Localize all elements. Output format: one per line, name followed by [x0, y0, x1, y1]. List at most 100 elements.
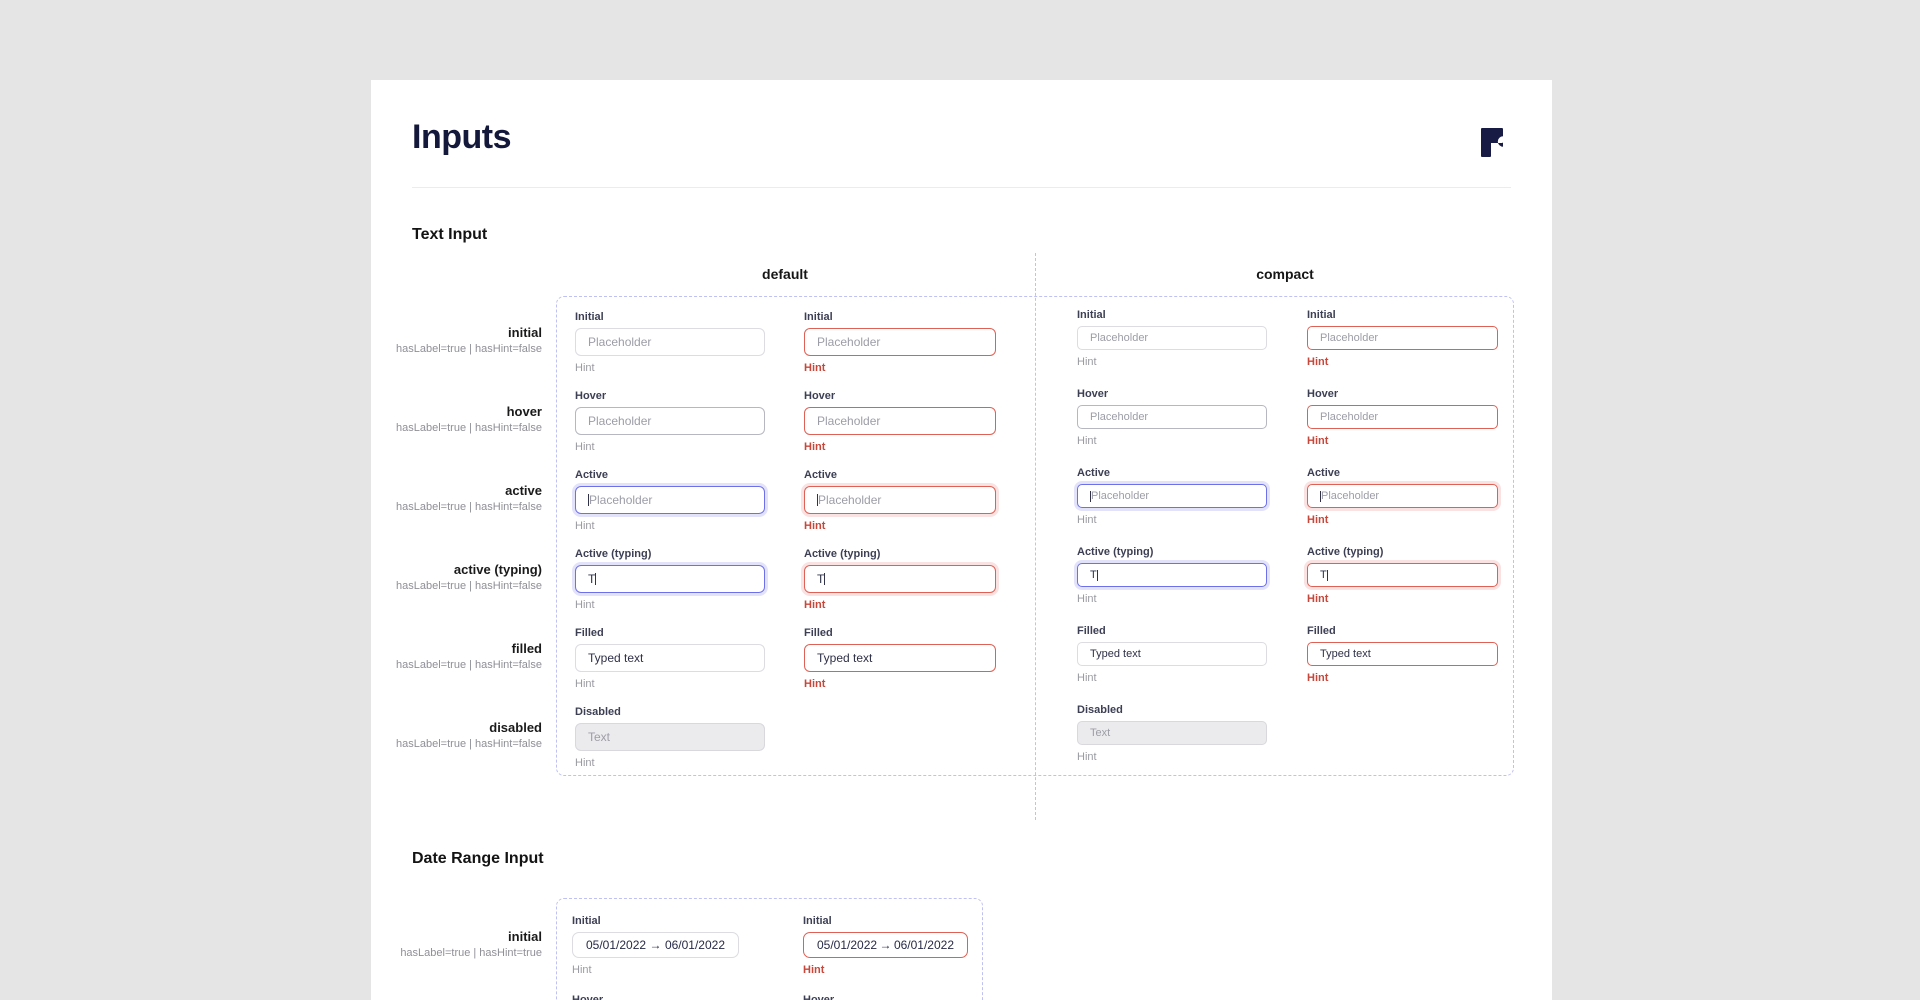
text-input-cell-hover-compact: Hover Placeholder Hint — [1077, 388, 1267, 447]
text-input-cell-initial-compact-error: Initial Placeholder Hint — [1307, 309, 1498, 368]
date-range-input-initial-error[interactable]: 05/01/2022 → 06/01/2022 — [803, 932, 968, 958]
input-hint: Hint — [1077, 672, 1097, 684]
input-label: Initial — [572, 915, 601, 927]
text-input-input-active-default[interactable]: Placeholder — [575, 486, 765, 514]
text-input-input-initial-compact-error[interactable]: Placeholder — [1307, 326, 1498, 350]
input-label: Active (typing) — [1307, 546, 1384, 558]
start-date-value: 05/01/2022 — [817, 938, 878, 952]
text-input-input-disabled-default[interactable]: Text — [575, 723, 765, 751]
text-input-input-typing-default-error[interactable]: T — [804, 565, 996, 593]
text-input-input-filled-compact-error[interactable]: Typed text — [1307, 642, 1498, 666]
text-input-cell-filled-default: Filled Typed text Hint — [575, 627, 765, 690]
text-input-input-initial-default-error[interactable]: Placeholder — [804, 328, 996, 356]
text-input-input-filled-compact[interactable]: Typed text — [1077, 642, 1267, 666]
start-date-value: 05/01/2022 — [586, 938, 647, 952]
input-hint-error: Hint — [1307, 672, 1329, 684]
input-label: Filled — [1307, 625, 1336, 637]
text-input-input-disabled-compact[interactable]: Text — [1077, 721, 1267, 745]
input-hint: Hint — [575, 678, 595, 690]
text-input-input-active-compact-error[interactable]: Placeholder — [1307, 484, 1498, 508]
input-hint: Hint — [575, 757, 595, 769]
column-separator-dashed-line — [1035, 253, 1036, 820]
input-hint: Hint — [1077, 593, 1097, 605]
placeholder-text: Placeholder — [1091, 490, 1150, 502]
row-label-props: hasLabel=true | hasHint=false — [396, 422, 542, 434]
text-input-input-hover-default[interactable]: Placeholder — [575, 407, 765, 435]
row-label-initial: initial hasLabel=true | hasHint=false — [371, 325, 542, 355]
typed-text: T — [588, 572, 596, 586]
text-input-input-hover-default-error[interactable]: Placeholder — [804, 407, 996, 435]
column-header-compact: compact — [1256, 266, 1314, 282]
text-input-input-filled-default-error[interactable]: Typed text — [804, 644, 996, 672]
text-input-cell-initial-compact: Initial Placeholder Hint — [1077, 309, 1267, 368]
date-range-input-initial[interactable]: 05/01/2022 → 06/01/2022 — [572, 932, 739, 958]
input-hint: Hint — [575, 520, 595, 532]
text-input-cell-filled-default-error: Filled Typed text Hint — [804, 627, 996, 690]
text-input-cell-initial-default: Initial Placeholder Hint — [575, 311, 765, 374]
row-label-typing: active (typing) hasLabel=true | hasHint=f… — [371, 562, 542, 592]
input-label: Filled — [1077, 625, 1106, 637]
typed-text: T — [1320, 569, 1327, 581]
text-caret — [1326, 569, 1328, 581]
input-label: Initial — [804, 311, 833, 323]
input-hint-error: Hint — [1307, 356, 1329, 368]
placeholder-text: Placeholder — [588, 335, 652, 349]
text-input-cell-hover-compact-error: Hover Placeholder Hint — [1307, 388, 1498, 447]
typed-text: Typed text — [1090, 648, 1141, 660]
text-input-cell-active-compact: Active Placeholder Hint — [1077, 467, 1267, 526]
text-input-cell-filled-compact: Filled Typed text Hint — [1077, 625, 1267, 684]
input-label: Active (typing) — [804, 548, 881, 560]
text-input-input-active-compact[interactable]: Placeholder — [1077, 484, 1267, 508]
typed-text: T — [1090, 569, 1097, 581]
input-hint-error: Hint — [1307, 435, 1329, 447]
text-input-input-hover-compact-error[interactable]: Placeholder — [1307, 405, 1498, 429]
typed-text: Typed text — [1320, 648, 1371, 660]
input-label: Hover — [575, 390, 607, 402]
input-label: Active — [804, 469, 838, 481]
row-label-disabled: disabled hasLabel=true | hasHint=false — [371, 720, 542, 750]
text-input-cell-active-compact-error: Active Placeholder Hint — [1307, 467, 1498, 526]
input-label: Active (typing) — [1077, 546, 1154, 558]
placeholder-text: Placeholder — [817, 335, 881, 349]
input-label: Active (typing) — [575, 548, 652, 560]
input-label: Hover — [803, 994, 835, 1000]
text-input-cell-hover-default-error: Hover Placeholder Hint — [804, 390, 996, 453]
row-label-filled: filled hasLabel=true | hasHint=false — [371, 641, 542, 671]
text-input-input-typing-compact-error[interactable]: T — [1307, 563, 1498, 587]
input-hint: Hint — [1077, 514, 1097, 526]
text-caret — [588, 494, 589, 506]
text-input-input-typing-compact[interactable]: T — [1077, 563, 1267, 587]
column-header-default: default — [762, 266, 808, 282]
row-label-name: active — [505, 483, 542, 498]
date-range-cell-hover: Hover — [572, 994, 739, 1000]
row-label-props: hasLabel=true | hasHint=false — [396, 501, 542, 513]
input-hint: Hint — [575, 599, 595, 611]
text-input-input-hover-compact[interactable]: Placeholder — [1077, 405, 1267, 429]
input-hint-error: Hint — [804, 441, 826, 453]
typed-text: Typed text — [817, 651, 873, 665]
input-label: Initial — [1077, 309, 1106, 321]
text-input-cell-active-default-error: Active Placeholder Hint — [804, 469, 996, 532]
text-input-input-typing-default[interactable]: T — [575, 565, 765, 593]
text-input-input-active-default-error[interactable]: Placeholder — [804, 486, 996, 514]
typed-text: T — [817, 572, 825, 586]
input-hint: Hint — [1077, 435, 1097, 447]
input-hint-error: Hint — [804, 678, 826, 690]
input-label: Hover — [1077, 388, 1109, 400]
date-range-cell-hover-error: Hover — [803, 994, 968, 1000]
row-label-props: hasLabel=true | hasHint=false — [396, 343, 542, 355]
text-input-input-filled-default[interactable]: Typed text — [575, 644, 765, 672]
text-input-cell-hover-default: Hover Placeholder Hint — [575, 390, 765, 453]
section-heading-date-range: Date Range Input — [412, 850, 544, 867]
design-canvas: Inputs Text Input default compact initia… — [371, 80, 1552, 1000]
text-input-input-initial-default[interactable]: Placeholder — [575, 328, 765, 356]
text-input-cell-typing-compact-error: Active (typing) T Hint — [1307, 546, 1498, 605]
input-label: Hover — [572, 994, 604, 1000]
input-label: Filled — [804, 627, 833, 639]
text-input-input-initial-compact[interactable]: Placeholder — [1077, 326, 1267, 350]
input-label: Initial — [803, 915, 832, 927]
text-input-cell-typing-default-error: Active (typing) T Hint — [804, 548, 996, 611]
text-input-cell-typing-compact: Active (typing) T Hint — [1077, 546, 1267, 605]
row-label-name: disabled — [489, 720, 542, 735]
input-label: Active — [1077, 467, 1111, 479]
